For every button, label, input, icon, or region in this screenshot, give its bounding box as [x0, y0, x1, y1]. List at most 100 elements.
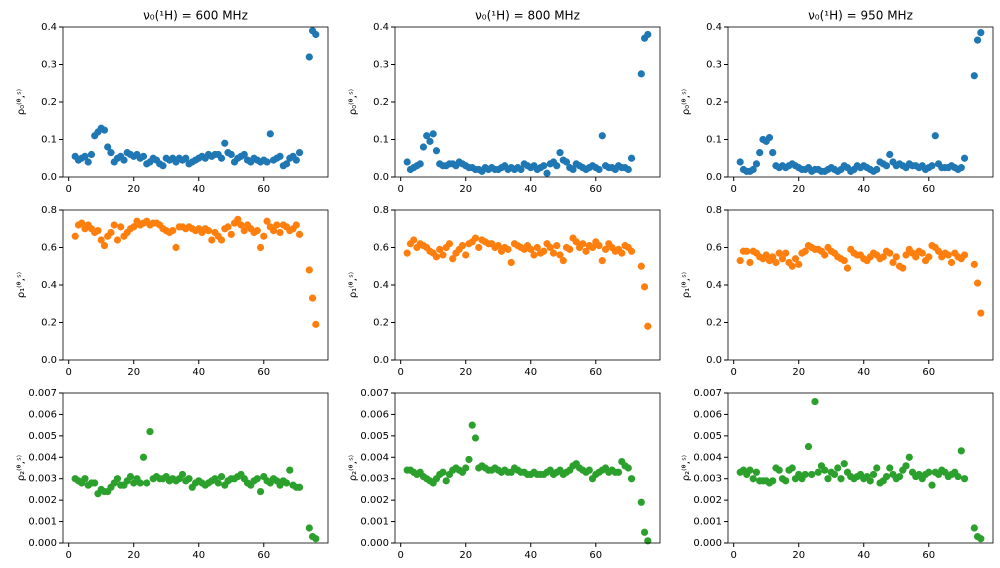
- y-tick-label: 0.4: [373, 22, 389, 33]
- point: [253, 475, 261, 483]
- point: [308, 294, 317, 302]
- y-tick-label: 0.3: [41, 60, 57, 71]
- y-tick-label: 0.005: [360, 431, 389, 442]
- y-tick-label: 0.8: [41, 205, 57, 216]
- point: [462, 251, 470, 259]
- point: [530, 251, 538, 259]
- point: [925, 253, 933, 261]
- y-tick-label: 0.003: [693, 474, 722, 485]
- y-tick-label: 0.1: [41, 135, 57, 146]
- x-tick-label: 60: [922, 367, 935, 378]
- point: [553, 242, 561, 250]
- y-tick-label: 0.002: [28, 495, 57, 506]
- point: [840, 460, 848, 468]
- x-tick-label: 20: [127, 367, 140, 378]
- panel: ρ₂⁽ᶿ,ˢ⁾ 0 20 40 60 0.000 0.001 0.002 0.003 0.004 0…: [681, 388, 994, 561]
- point: [640, 283, 649, 291]
- point: [517, 165, 525, 174]
- point: [821, 466, 829, 474]
- point: [736, 257, 744, 265]
- y-axis-label: ρ₀⁽ᶿ,ˢ⁾: [681, 89, 692, 115]
- y-tick-label: 0.2: [41, 97, 57, 108]
- point: [471, 234, 480, 242]
- point: [801, 247, 809, 255]
- point: [582, 247, 590, 255]
- point: [973, 279, 982, 287]
- point: [977, 29, 985, 37]
- x-tick-label: 40: [524, 550, 537, 561]
- x-tick-label: 60: [589, 184, 602, 195]
- point: [107, 228, 115, 237]
- point: [117, 223, 125, 231]
- point: [970, 72, 978, 80]
- point: [97, 236, 105, 244]
- point: [637, 262, 645, 270]
- point: [912, 253, 920, 261]
- point: [100, 242, 109, 250]
- point: [256, 487, 265, 496]
- point: [788, 464, 796, 472]
- point: [821, 251, 829, 259]
- point: [436, 245, 444, 253]
- point: [957, 164, 965, 172]
- y-axis-label: ρ₂⁽ᶿ,ˢ⁾: [16, 455, 27, 481]
- axes-frame: [62, 392, 329, 544]
- point: [445, 240, 454, 248]
- y-tick-label: 0.0: [373, 172, 389, 183]
- point: [172, 243, 180, 252]
- x-tick-label: 0: [66, 367, 72, 378]
- point: [442, 477, 450, 485]
- point: [640, 528, 649, 536]
- point: [217, 472, 226, 481]
- x-tick-label: 20: [459, 550, 472, 561]
- point: [204, 227, 213, 235]
- y-tick-label: 0.6: [373, 243, 389, 254]
- panel: ν₀(¹H) = 600 MHz ρ₀⁽ᶿ,ˢ⁾ 0 20 40 60 0.0 0.1 0.2 0…: [16, 9, 329, 195]
- x-tick-label: 20: [459, 184, 472, 195]
- y-tick-label: 0.001: [693, 517, 722, 528]
- y-tick-label: 0.004: [693, 452, 722, 463]
- point: [788, 262, 796, 270]
- point: [110, 221, 118, 229]
- point: [237, 221, 245, 229]
- point: [276, 152, 284, 160]
- point: [462, 464, 470, 472]
- x-tick-label: 20: [127, 550, 140, 561]
- point: [263, 217, 271, 225]
- point: [843, 264, 852, 272]
- point: [618, 249, 626, 257]
- point: [182, 154, 190, 162]
- point: [765, 134, 774, 142]
- x-tick-label: 40: [524, 184, 537, 195]
- y-tick-label: 0.007: [360, 388, 389, 399]
- point: [931, 132, 939, 140]
- x-tick-label: 60: [589, 550, 602, 561]
- y-tick-label: 0.002: [360, 495, 389, 506]
- y-tick-label: 0.000: [360, 538, 389, 549]
- point: [769, 253, 777, 261]
- point: [905, 453, 913, 461]
- point: [292, 156, 300, 164]
- point: [295, 230, 304, 238]
- y-tick-label: 0.0: [41, 172, 57, 183]
- point: [899, 264, 907, 272]
- point: [746, 258, 754, 267]
- point: [305, 53, 313, 61]
- y-tick-label: 0.001: [360, 517, 389, 528]
- point: [185, 475, 193, 483]
- y-tick-label: 0.003: [360, 474, 389, 485]
- y-tick-label: 0.0: [706, 355, 722, 366]
- x-tick-label: 40: [192, 184, 205, 195]
- point: [312, 535, 320, 543]
- y-tick-label: 0.2: [373, 318, 389, 329]
- panel-title: ν₀(¹H) = 950 MHz: [808, 9, 913, 23]
- point: [468, 421, 476, 429]
- point: [113, 236, 122, 244]
- point: [782, 249, 790, 257]
- x-tick-label: 0: [398, 367, 404, 378]
- point: [533, 243, 541, 252]
- point: [217, 154, 226, 162]
- point: [902, 251, 910, 259]
- x-tick-label: 0: [66, 184, 72, 195]
